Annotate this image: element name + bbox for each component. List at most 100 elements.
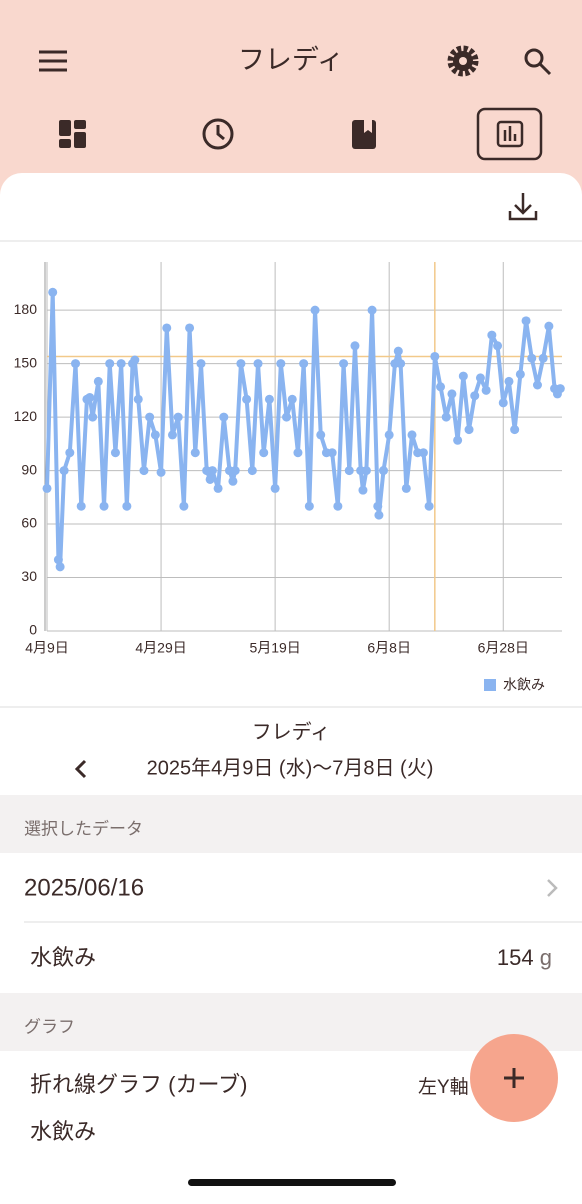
selected-date[interactable]: 2025/06/16 xyxy=(24,874,144,901)
point xyxy=(527,353,537,363)
x-tick-label: 6月28日 xyxy=(478,640,529,656)
selected-name: 水飲み xyxy=(30,945,96,970)
point xyxy=(430,351,440,361)
point xyxy=(236,359,246,369)
dashboard-tab[interactable] xyxy=(59,120,86,148)
menu-button[interactable] xyxy=(39,50,67,72)
point xyxy=(316,430,326,440)
point xyxy=(270,483,280,493)
add-button[interactable] xyxy=(470,1034,558,1122)
point xyxy=(167,430,177,440)
home-indicator xyxy=(188,1179,396,1186)
point xyxy=(333,501,343,511)
point xyxy=(458,371,468,381)
point xyxy=(367,305,377,315)
point xyxy=(150,430,160,440)
point xyxy=(299,359,309,369)
point xyxy=(361,466,371,476)
graph-series: 水飲み xyxy=(30,1119,96,1144)
chart: 0 30 60 90 120 150 180 4月9日 4月29日 5月19日 6月8日 6月28日水… xyxy=(14,262,565,693)
point xyxy=(515,369,525,379)
history-tab[interactable] xyxy=(202,118,234,150)
point xyxy=(441,412,451,422)
point xyxy=(122,501,132,511)
point xyxy=(65,448,75,458)
chart-tab[interactable] xyxy=(476,107,543,161)
point xyxy=(53,555,63,565)
legend-label: 水飲み xyxy=(503,677,545,693)
point xyxy=(130,355,140,365)
point xyxy=(259,448,269,458)
point xyxy=(110,448,120,458)
point xyxy=(55,562,65,572)
x-tick-label: 4月9日 xyxy=(25,640,69,656)
point xyxy=(253,359,263,369)
point xyxy=(447,389,457,399)
settings-button[interactable] xyxy=(447,45,479,77)
graph-kind: 折れ線グラフ (カーブ) xyxy=(30,1072,247,1097)
point xyxy=(85,392,95,402)
point xyxy=(481,385,491,395)
point xyxy=(139,466,149,476)
previous-button[interactable] xyxy=(74,759,87,779)
point xyxy=(230,466,240,476)
point xyxy=(179,501,189,511)
section-header xyxy=(0,795,582,853)
point xyxy=(418,448,428,458)
y-tick-label: 150 xyxy=(14,354,38,370)
point xyxy=(401,483,411,493)
y-tick-label: 90 xyxy=(21,461,37,477)
point xyxy=(327,448,337,458)
x-tick-label: 6月8日 xyxy=(367,640,411,656)
point xyxy=(71,359,81,369)
point xyxy=(493,341,503,351)
book-tab[interactable] xyxy=(352,120,376,149)
point xyxy=(453,435,463,445)
point xyxy=(156,467,166,477)
app-bar xyxy=(0,0,582,200)
point xyxy=(88,412,98,422)
point xyxy=(59,466,69,476)
y-tick-label: 60 xyxy=(21,515,37,531)
point xyxy=(213,483,223,493)
legend-swatch xyxy=(484,679,496,691)
point xyxy=(396,359,406,369)
point xyxy=(504,376,514,386)
point xyxy=(247,466,257,476)
point xyxy=(436,382,446,392)
point xyxy=(544,321,554,331)
search-button[interactable] xyxy=(524,48,552,76)
point xyxy=(424,501,434,511)
point xyxy=(242,394,252,404)
section-title: 選択したデータ xyxy=(24,818,143,838)
point xyxy=(264,394,274,404)
y-tick-label: 120 xyxy=(14,408,38,424)
unit: g xyxy=(540,945,552,970)
point xyxy=(393,346,403,356)
point xyxy=(196,359,206,369)
point xyxy=(207,466,217,476)
download-button[interactable] xyxy=(508,193,538,221)
point xyxy=(521,316,531,326)
point xyxy=(374,510,384,520)
point xyxy=(407,430,417,440)
point xyxy=(373,501,383,511)
point xyxy=(358,485,368,495)
point xyxy=(310,305,320,315)
point xyxy=(145,412,155,422)
point xyxy=(378,466,388,476)
point xyxy=(282,412,292,422)
range-period: 2025年4月9日 (水)～7月8日 (火) xyxy=(147,756,434,779)
point xyxy=(173,412,183,422)
point xyxy=(344,466,354,476)
point xyxy=(538,353,548,363)
graph-axis: 左Y軸 xyxy=(418,1076,469,1098)
value: 154 xyxy=(497,945,534,970)
point xyxy=(287,394,297,404)
point xyxy=(276,359,286,369)
point xyxy=(42,483,52,493)
point xyxy=(133,394,143,404)
point xyxy=(205,474,215,484)
